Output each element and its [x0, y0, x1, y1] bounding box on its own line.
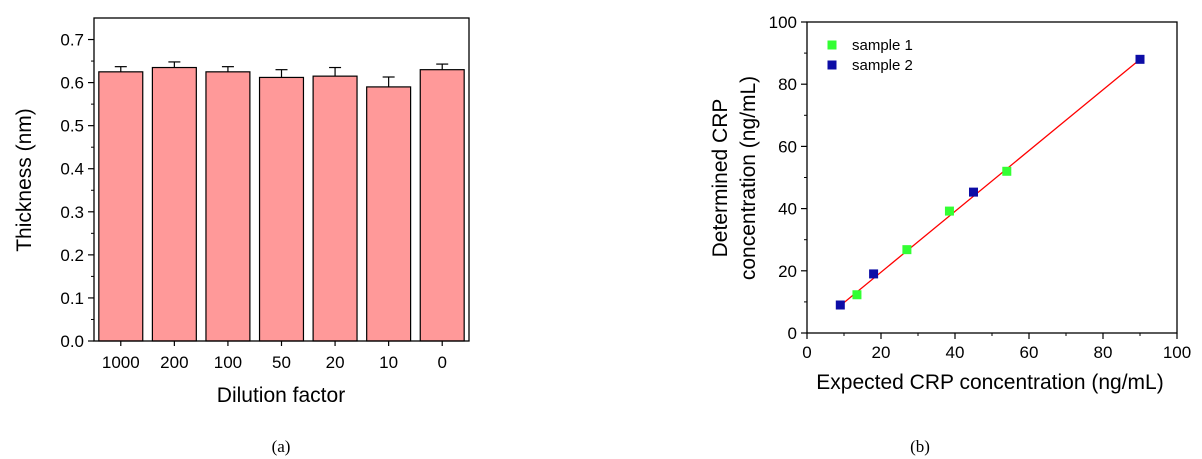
- y-tick-label-a: 0.6: [60, 74, 84, 93]
- x-tick-label-a: 200: [160, 353, 188, 372]
- caption-b: (b): [910, 437, 930, 456]
- y-tick-label-b: 20: [778, 262, 797, 281]
- x-tick-label-a: 1000: [102, 353, 140, 372]
- x-axis-title-b: Expected CRP concentration (ng/mL): [816, 371, 1163, 394]
- legend-label-1: sample 1: [852, 37, 913, 54]
- x-tick-label-a: 10: [379, 353, 398, 372]
- legend-label-2: sample 2: [852, 57, 913, 74]
- x-tick-label-b: 40: [946, 343, 965, 362]
- caption-a: (a): [272, 437, 291, 456]
- y-tick-label-a: 0.0: [60, 332, 84, 351]
- point-series1: [852, 290, 861, 299]
- x-tick-label-b: 20: [872, 343, 891, 362]
- bar-200: [152, 68, 196, 341]
- x-tick-label-b: 0: [802, 343, 811, 362]
- x-ticks-a: 1000 200 100 50 20 10 0: [102, 341, 447, 372]
- point-series1: [1002, 167, 1011, 176]
- bar-0: [420, 70, 464, 341]
- bar-1000: [99, 72, 143, 341]
- y-tick-label-a: 0.5: [60, 117, 84, 136]
- bars-group: [99, 68, 464, 341]
- legend: sample 1 sample 2: [828, 37, 913, 74]
- fit-line: [840, 59, 1140, 305]
- bar-20: [313, 76, 357, 341]
- x-axis-title-a: Dilution factor: [217, 384, 345, 407]
- x-tick-label-b: 60: [1020, 343, 1039, 362]
- y-tick-label-b: 60: [778, 137, 797, 156]
- y-tick-label-b: 100: [769, 13, 797, 32]
- point-series2: [1136, 55, 1145, 64]
- x-tick-label-b: 80: [1094, 343, 1113, 362]
- y-axis-title-b-line1: Determined CRP: [709, 99, 732, 258]
- y-ticks-b: 0 20 40 60 80 100: [769, 13, 807, 343]
- x-tick-label-a: 50: [272, 353, 291, 372]
- y-tick-label-b: 80: [778, 75, 797, 94]
- x-tick-label-a: 100: [214, 353, 242, 372]
- bar-100: [206, 72, 250, 341]
- bar-50: [260, 77, 304, 341]
- y-tick-label-a: 0.1: [60, 289, 84, 308]
- y-tick-label-a: 0.4: [60, 160, 84, 179]
- x-ticks-b: 0 20 40 60 80 100: [802, 333, 1191, 362]
- y-axis-title-b-line2: concentration (ng/mL): [737, 76, 760, 280]
- y-tick-label-a: 0.2: [60, 246, 84, 265]
- y-ticks-a: 0.0 0.1 0.2 0.3 0.4 0.5 0.6 0.7: [60, 31, 94, 351]
- y-tick-label-b: 0: [788, 324, 797, 343]
- panel-a-bar-chart: 0.00.10.20.30.40.50.60.7 1000 200 100 50 20 1…: [13, 18, 469, 456]
- legend-marker-1: [828, 41, 837, 50]
- x-tick-label-b: 100: [1163, 343, 1191, 362]
- point-series2: [869, 269, 878, 278]
- point-series2: [969, 188, 978, 197]
- x-tick-label-a: 0: [437, 353, 446, 372]
- bar-10: [367, 87, 411, 341]
- x-tick-label-a: 20: [326, 353, 345, 372]
- y-tick-label-a: 0.3: [60, 203, 84, 222]
- point-series1: [902, 245, 911, 254]
- y-tick-label-b: 40: [778, 200, 797, 219]
- y-axis-title-a: Thickness (nm): [13, 108, 36, 252]
- point-series2: [836, 301, 845, 310]
- point-series1: [945, 207, 954, 216]
- y-tick-label-a: 0.7: [60, 31, 84, 50]
- legend-marker-2: [828, 61, 837, 70]
